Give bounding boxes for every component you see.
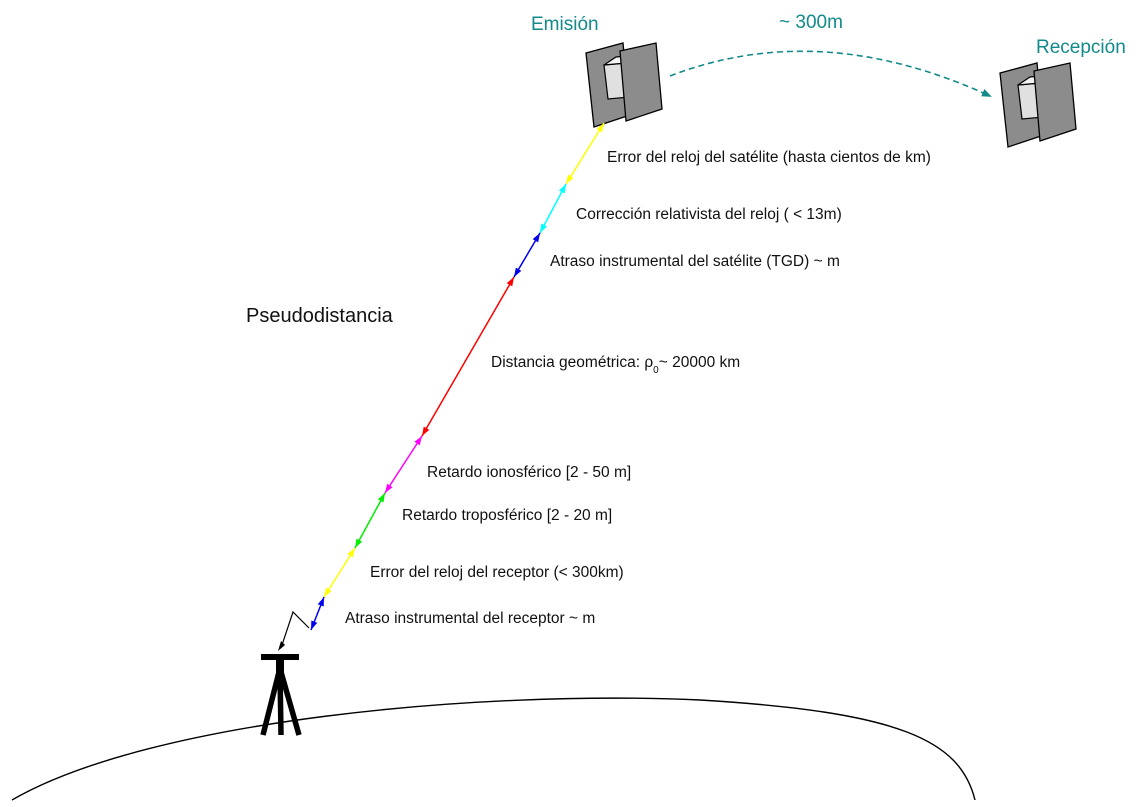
tripod-receiver-icon [260,654,302,736]
rho-subscript: 0 [653,365,659,376]
satellite-icon [999,62,1077,148]
segment-label-relativistic: Corrección relativista del reloj ( < 13m… [576,206,842,223]
satellite-icon [585,42,663,128]
antenna-cable [278,610,310,651]
reception-label: Recepción [1036,37,1126,58]
segment-sat-tgd [513,232,541,278]
segment-relativistic [539,183,567,234]
satellite-distance-label: ~ 300m [779,12,843,33]
segment-troposphere [354,492,386,549]
segment-label-sat-tgd: Atraso instrumental del satélite (TGD) ~… [550,253,840,270]
segment-label-rx-instrumental: Atraso instrumental del receptor ~ m [345,610,595,627]
segment-ionosphere [384,435,423,494]
segment-sat-clock [565,122,605,185]
geometric-prefix: Distancia geométrica: [491,354,644,371]
segment-label-troposphere: Retardo troposférico [2 - 20 m] [402,507,612,524]
segment-label-rx-clock: Error del reloj del receptor (< 300km) [370,564,624,581]
segment-rx-clock [323,547,356,598]
segment-label-ionosphere: Retardo ionosférico [2 - 50 m] [427,464,631,481]
geometric-suffix: ~ 20000 km [659,354,740,371]
rho-symbol: ρ [644,354,653,371]
geometric-distance-label: Distancia geométrica: ρ0~ 20000 km [491,354,740,376]
segment-rx-instrumental [310,596,325,631]
emission-label: Emisión [531,14,599,35]
pseudorange-label: Pseudodistancia [246,305,394,327]
segment-geometric [421,276,515,437]
segment-label-sat-clock: Error del reloj del satélite (hasta cien… [607,149,931,166]
signal-segments [310,122,605,631]
earth-surface [11,697,976,801]
satellite-motion-arc [669,50,992,97]
